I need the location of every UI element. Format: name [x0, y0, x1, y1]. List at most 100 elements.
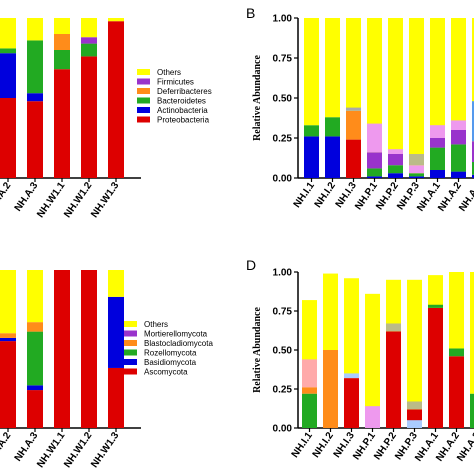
panel-letter-b: B — [246, 5, 255, 21]
bar-segment-firmicutes — [388, 154, 403, 166]
bar-segment-bacteroidetes — [304, 125, 319, 137]
bar-segment-bacteroidetes — [451, 144, 466, 172]
bar-segment-others — [365, 293, 380, 428]
x-tick-label: NH.I.2 — [311, 430, 337, 460]
bar-segment-bacteroidetes — [325, 117, 340, 137]
bar-segment-bacteroidetes — [27, 40, 43, 94]
legend-label: Mortierellomycota — [144, 330, 208, 339]
legend-label: Basidiomycota — [144, 358, 197, 367]
bar-segment-others — [0, 18, 16, 49]
y-tick-label: 0.75 — [273, 54, 293, 65]
bar-segment-minor — [451, 120, 466, 130]
legend-label: Bacteroidetes — [157, 97, 206, 106]
x-tick-label: NH.A.2 — [0, 430, 14, 464]
bar-segment-rozellomycota — [470, 393, 474, 428]
legend-label: Actinobacteria — [157, 106, 208, 115]
bar-segment-basidiomycota — [0, 337, 16, 342]
bar-segment-basidiomycota — [108, 296, 124, 368]
panel-letter-d: D — [246, 257, 256, 273]
bar-segment-others — [54, 18, 70, 34]
bar-segment-firmicutes — [451, 130, 466, 145]
bar-segment-others — [449, 272, 464, 349]
bar-segment-firmicutes — [367, 152, 382, 169]
bar-segment-minor — [409, 154, 424, 166]
y-tick-label: 0.50 — [273, 346, 293, 357]
bar-segment-deferribacteres — [54, 34, 70, 50]
bar-segment-proteobacteria — [54, 69, 70, 178]
y-tick-label: 0.00 — [273, 174, 293, 185]
bar-segment-blastocladiomycota — [0, 333, 16, 338]
bar-segment-others — [367, 18, 382, 153]
bar-segment-actinobacteria — [451, 171, 466, 178]
bar-segment-proteobacteria — [81, 56, 97, 178]
bar-segment-others — [27, 18, 43, 41]
y-tick-label: 0.75 — [273, 307, 293, 318]
y-axis-title: Relative Abundance — [252, 307, 263, 393]
bar-segment-ascomycota — [108, 367, 124, 428]
bar-segment-ascomycota — [344, 378, 359, 428]
bar-segment-firmicutes — [430, 138, 445, 148]
bar-segment-proteobacteria — [27, 101, 43, 178]
legend-swatch — [137, 69, 150, 75]
bar-segment-others — [0, 270, 16, 334]
legend-swatch — [137, 116, 150, 123]
bar-segment-minor — [428, 304, 443, 308]
bar-segment-others — [388, 18, 403, 154]
bar-segment-others — [409, 18, 424, 174]
bar-segment-others — [27, 270, 43, 323]
bar-segment-ascomycota — [54, 270, 70, 428]
legend-bacteria: OthersFirmicutesDeferribacteresBacteroid… — [137, 68, 212, 125]
bar-segment-minor — [409, 165, 424, 174]
bar-segment-blastocladiomycota — [302, 387, 317, 394]
bar-segment-actinobacteria — [472, 174, 474, 178]
bar-segment-others — [344, 278, 359, 379]
bar-segment-actinobacteria — [388, 173, 403, 178]
bar-segment-actinobacteria — [0, 53, 16, 98]
bar-segment-firmicutes — [472, 141, 474, 162]
bar-segment-others — [323, 273, 338, 350]
y-axis-title: Relative Abundance — [252, 55, 263, 141]
bar-segment-others — [108, 18, 124, 22]
legend-swatch — [124, 330, 137, 337]
legend-label: Others — [157, 68, 181, 77]
bar-segment-ascomycota — [386, 331, 401, 428]
bar-segment-bacteroidetes — [54, 50, 70, 70]
bar-segment-proteobacteria — [346, 139, 361, 178]
legend-label: Rozellomycota — [144, 349, 197, 358]
bar-segment-ascomycota — [428, 307, 443, 428]
y-tick-label: 1.00 — [273, 268, 293, 279]
bar-segment-rozellomycota — [302, 393, 317, 428]
x-tick-label: NH.I.2 — [313, 180, 339, 210]
legend-label: Firmicutes — [157, 78, 194, 87]
x-tick-label: NH.W1.3 — [89, 430, 122, 470]
legend-swatch — [137, 78, 150, 85]
bar-segment-blastocladiomycota — [27, 322, 43, 332]
bar-segment-others — [472, 18, 474, 142]
bar-segment-bacteroidetes — [367, 168, 382, 177]
bar-segment-actinobacteria — [367, 176, 382, 178]
panel-d-chart: 0.00 0.25 0.50 0.75 1.00 Relative Abundance NH… — [252, 268, 474, 464]
legend-label: Proteobacteria — [157, 116, 210, 125]
bar-segment-minor — [344, 373, 359, 379]
bar-segment-actinobacteria — [409, 176, 424, 178]
bar-segment-bacteroidetes — [81, 43, 97, 57]
legend-swatch — [124, 368, 137, 375]
bar-segment-minor — [472, 101, 474, 142]
x-tick-label: NH.A.2 — [0, 180, 14, 214]
y-tick-label: 0.50 — [273, 94, 293, 105]
bar-segment-minor — [365, 406, 380, 428]
x-tick-label: NH.I.1 — [292, 180, 318, 210]
bar-segment-ascomycota — [0, 341, 16, 428]
bar-segment-minor — [367, 123, 382, 153]
bar-segment-proteobacteria — [108, 21, 124, 179]
legend-swatch — [124, 359, 137, 365]
bar-segment-minor — [302, 359, 317, 388]
bar-segment-actinobacteria — [325, 136, 340, 178]
bar-segment-actinobacteria — [304, 136, 319, 178]
panel-a-chart: NH.A.2 NH.A.3NH.W1.1NH.W1.2NH.W1.3 — [0, 18, 141, 220]
bar-segment-others — [81, 18, 97, 38]
bar-segment-others — [470, 272, 474, 394]
x-tick-label: NH.I.1 — [290, 430, 316, 460]
legend-label: Ascomycota — [144, 368, 188, 377]
